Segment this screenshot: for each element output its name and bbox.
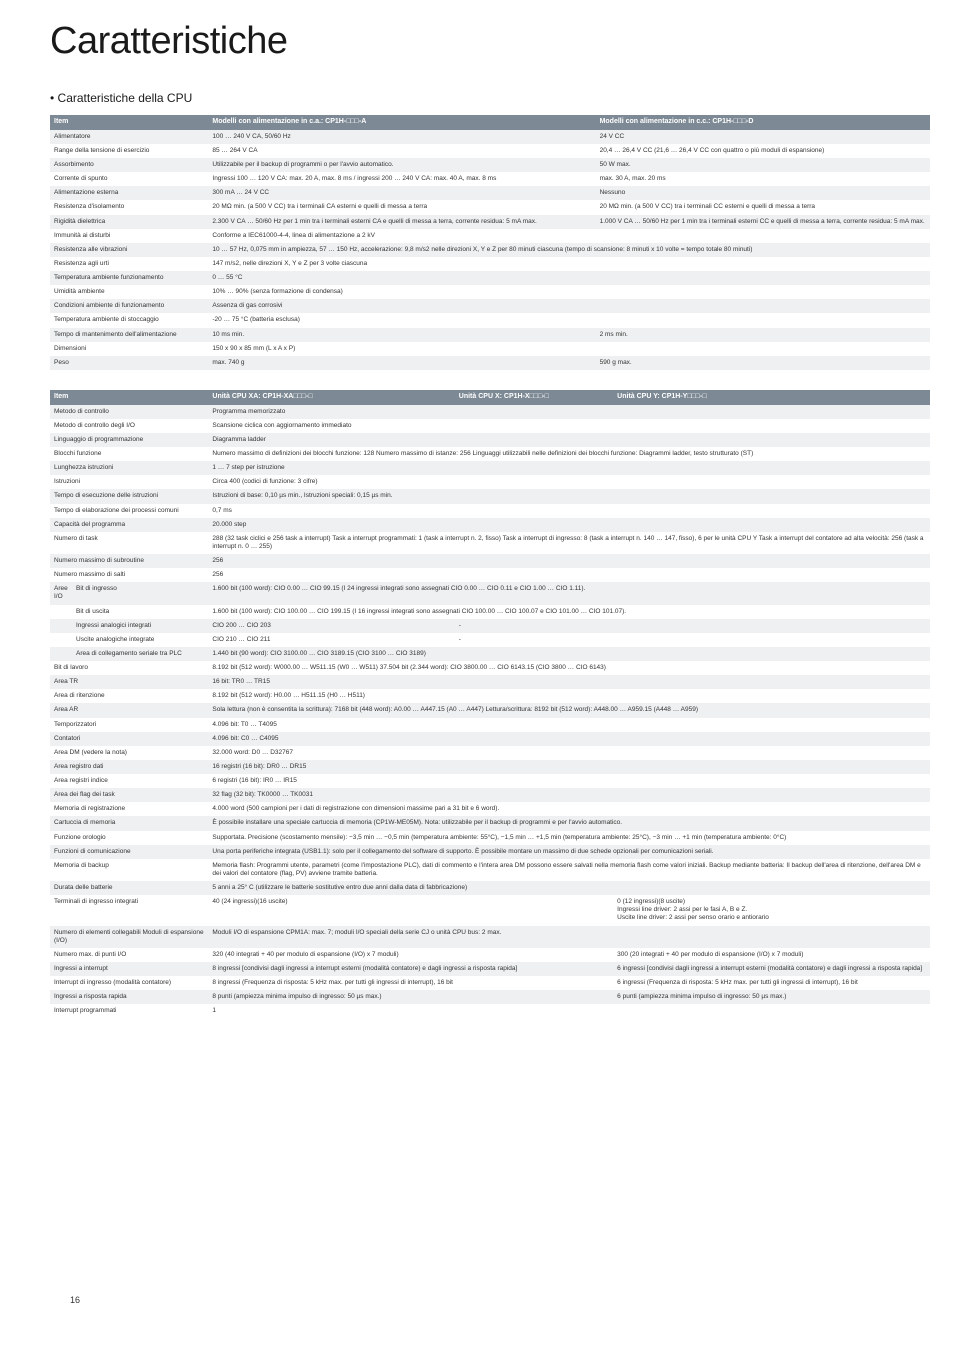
table-row: Temporizzatori4.096 bit: T0 … T4095 <box>50 718 930 732</box>
table-row: Interrupt programmati1 <box>50 1004 930 1018</box>
table-row: Numero massimo di salti256 <box>50 568 930 582</box>
table-row: Range della tensione di esercizio85 … 26… <box>50 144 930 158</box>
table-row: Capacità del programma20.000 step <box>50 518 930 532</box>
table-cpu-units: ItemUnità CPU XA: CP1H-XA□□□-□Unità CPU … <box>50 390 930 1019</box>
table-row: Metodo di controlloProgramma memorizzato <box>50 405 930 419</box>
table-row: IstruzioniCirca 400 (codici di funzione:… <box>50 475 930 489</box>
table-row: Memoria di registrazione4.000 word (500 … <box>50 802 930 816</box>
table-row: Uscite analogiche integrateCIO 210 … CIO… <box>50 633 930 647</box>
table-row: Area TR16 bit: TR0 … TR15 <box>50 675 930 689</box>
table-row: Aree I/OBit di ingresso1.600 bit (100 wo… <box>50 582 930 604</box>
table-row: Numero di elementi collegabili Moduli di… <box>50 926 930 948</box>
table-row: Funzione orologioSupportata. Precisione … <box>50 831 930 845</box>
table-row: Pesomax. 740 g590 g max. <box>50 356 930 370</box>
table-row: AssorbimentoUtilizzabile per il backup d… <box>50 158 930 172</box>
table-row: Alimentazione esterna300 mA … 24 V CCNes… <box>50 186 930 200</box>
table-row: Durata delle batterie5 anni a 25° C (uti… <box>50 881 930 895</box>
table-row: Ingressi a risposta rapida8 punti (ampie… <box>50 990 930 1004</box>
table-header: Unità CPU XA: CP1H-XA□□□-□ <box>208 390 454 405</box>
table-row: Corrente di spuntoIngressi 100 … 120 V C… <box>50 172 930 186</box>
table-row: Alimentatore100 … 240 V CA, 50/60 Hz24 V… <box>50 130 930 144</box>
table-row: Bit di uscita1.600 bit (100 word): CIO 1… <box>50 605 930 619</box>
table-row: Linguaggio di programmazioneDiagramma la… <box>50 433 930 447</box>
table-row: Tempo di mantenimento dell'alimentazione… <box>50 328 930 342</box>
table-row: Area ARSola lettura (non è consentita la… <box>50 703 930 717</box>
table-row: Ingressi analogici integratiCIO 200 … CI… <box>50 619 930 633</box>
table-row: Interrupt di ingresso (modalità contator… <box>50 976 930 990</box>
table-row: Area dei flag dei task32 flag (32 bit): … <box>50 788 930 802</box>
table-row: Area di collegamento seriale tra PLC1.44… <box>50 647 930 661</box>
table-row: Area registro dati16 registri (16 bit): … <box>50 760 930 774</box>
table-row: Temperatura ambiente funzionamento0 … 55… <box>50 271 930 285</box>
table-row: Area di ritenzione8.192 bit (512 word): … <box>50 689 930 703</box>
table-row: Memoria di backupMemoria flash: Programm… <box>50 859 930 881</box>
table-row: Terminali di ingresso integrati40 (24 in… <box>50 895 930 925</box>
table-header: Item <box>50 390 208 405</box>
table-row: Numero massimo di subroutine256 <box>50 554 930 568</box>
table-row: Umidità ambiente10% … 90% (senza formazi… <box>50 285 930 299</box>
page-number: 16 <box>70 1295 80 1305</box>
table-row: Area registri indice6 registri (16 bit):… <box>50 774 930 788</box>
table-row: Condizioni ambiente di funzionamentoAsse… <box>50 299 930 313</box>
table-row: Tempo di elaborazione dei processi comun… <box>50 504 930 518</box>
table-row: Rigidità dielettrica2.300 V CA … 50/60 H… <box>50 215 930 229</box>
table-header: Unità CPU Y: CP1H-Y□□□-□ <box>613 390 930 405</box>
table-row: Resistenza agli urti147 m/s2, nelle dire… <box>50 257 930 271</box>
table-row: Resistenza alle vibrazioni10 … 57 Hz, 0,… <box>50 243 930 257</box>
table-header: Item <box>50 115 208 130</box>
table-row: Blocchi funzioneNumero massimo di defini… <box>50 447 930 461</box>
table-row: Tempo di esecuzione delle istruzioniIstr… <box>50 489 930 503</box>
page-title: Caratteristiche <box>50 20 930 63</box>
table-row: Bit di lavoro8.192 bit (512 word): W000.… <box>50 661 930 675</box>
table-row: Metodo di controllo degli I/OScansione c… <box>50 419 930 433</box>
table-row: Temperatura ambiente di stoccaggio-20 … … <box>50 313 930 327</box>
table-row: Ingressi a interrupt8 ingressi [condivis… <box>50 962 930 976</box>
table-header: Modelli con alimentazione in c.c.: CP1H-… <box>596 115 930 130</box>
table-cpu-characteristics: ItemModelli con alimentazione in c.a.: C… <box>50 115 930 370</box>
table-row: Immunità ai disturbiConforme a IEC61000-… <box>50 229 930 243</box>
table-row: Area DM (vedere la nota)32.000 word: D0 … <box>50 746 930 760</box>
table-header: Modelli con alimentazione in c.a.: CP1H-… <box>208 115 595 130</box>
table-header: Unità CPU X: CP1H-X□□□-□ <box>455 390 613 405</box>
table-row: Numero max. di punti I/O320 (40 integrat… <box>50 948 930 962</box>
table-row: Dimensioni150 x 90 x 85 mm (L x A x P) <box>50 342 930 356</box>
table-row: Contatori4.096 bit: C0 … C4095 <box>50 732 930 746</box>
table-row: Funzioni di comunicazioneUna porta perif… <box>50 845 930 859</box>
table-row: Resistenza d'isolamento20 MΩ min. (a 500… <box>50 200 930 214</box>
table-row: Numero di task288 (32 task ciclici e 256… <box>50 532 930 554</box>
table-row: Cartuccia di memoriaÈ possibile installa… <box>50 816 930 830</box>
section-title: Caratteristiche della CPU <box>50 91 930 105</box>
table-row: Lunghezza istruzioni1 … 7 step per istru… <box>50 461 930 475</box>
